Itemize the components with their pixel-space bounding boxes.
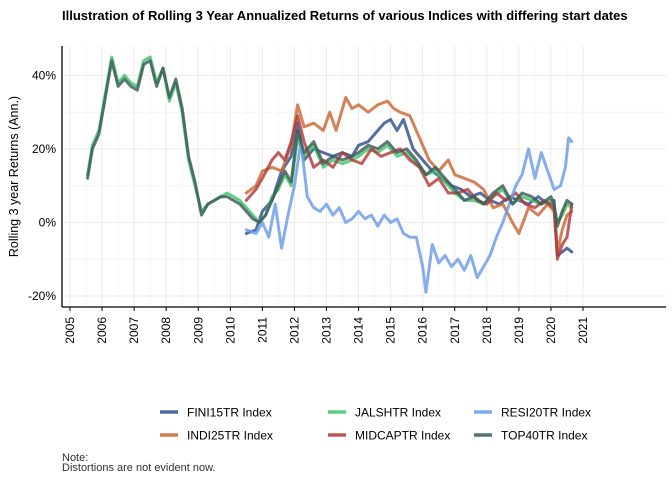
legend-label-top40tr-index: TOP40TR Index xyxy=(501,429,587,443)
note-heading: Note: xyxy=(62,452,88,464)
y-axis-label: Rolling 3 year Returns (Ann.) xyxy=(7,96,21,257)
chart-title: Illustration of Rolling 3 Year Annualize… xyxy=(62,8,628,23)
series-line-top40tr-index xyxy=(86,59,574,228)
note-text: Distortions are not evident now. xyxy=(62,462,215,474)
series-line-indi25tr-index xyxy=(244,96,574,254)
x-tick-label: 2012 xyxy=(287,317,301,344)
series-line-resi20tr-index xyxy=(244,136,574,294)
x-tick-label: 2016 xyxy=(416,317,430,344)
x-tick-label: 2015 xyxy=(384,317,398,344)
x-tick-label: 2007 xyxy=(127,317,141,344)
x-tick-label: 2008 xyxy=(159,317,173,344)
x-tick-label: 2021 xyxy=(576,317,590,344)
legend-label-indi25tr-index: INDI25TR Index xyxy=(187,429,273,443)
x-axis-ticks: 2005 2006 2007 2008 2009 2010 2011 2012 2013 2014… xyxy=(63,307,590,344)
x-tick-label: 2011 xyxy=(255,317,269,343)
x-tick-label: 2017 xyxy=(448,317,462,344)
x-tick-label: 2019 xyxy=(512,317,526,344)
series-line-jalshtr-index xyxy=(86,55,574,224)
y-tick-label: 40% xyxy=(32,68,56,82)
x-tick-label: 2013 xyxy=(320,317,334,344)
x-tick-label: 2005 xyxy=(63,317,77,344)
legend-label-jalshtr-index: JALSHTR Index xyxy=(355,406,441,420)
y-tick-label: 20% xyxy=(32,142,56,156)
y-tick-label: 0% xyxy=(39,215,57,229)
x-tick-label: 2009 xyxy=(191,317,205,344)
legend-label-midcaptr-index: MIDCAPTR Index xyxy=(355,429,450,443)
x-tick-label: 2006 xyxy=(95,317,109,344)
y-axis-ticks: 40% 20% 0% -20% xyxy=(28,68,56,303)
x-tick-label: 2018 xyxy=(480,317,494,344)
x-tick-label: 2014 xyxy=(352,317,366,344)
legend-label-fini15tr-index: FINI15TR Index xyxy=(187,406,272,420)
legend-label-resi20tr-index: RESI20TR Index xyxy=(501,406,591,420)
y-tick-label: -20% xyxy=(28,289,56,303)
series-lines xyxy=(86,55,574,294)
grid-lines xyxy=(62,46,666,307)
series-line-midcaptr-index xyxy=(244,114,574,261)
x-tick-label: 2010 xyxy=(223,317,237,344)
x-tick-label: 2020 xyxy=(544,317,558,344)
legend: FINI15TR Index INDI25TR Index JALSHTR Inde… xyxy=(160,406,591,443)
